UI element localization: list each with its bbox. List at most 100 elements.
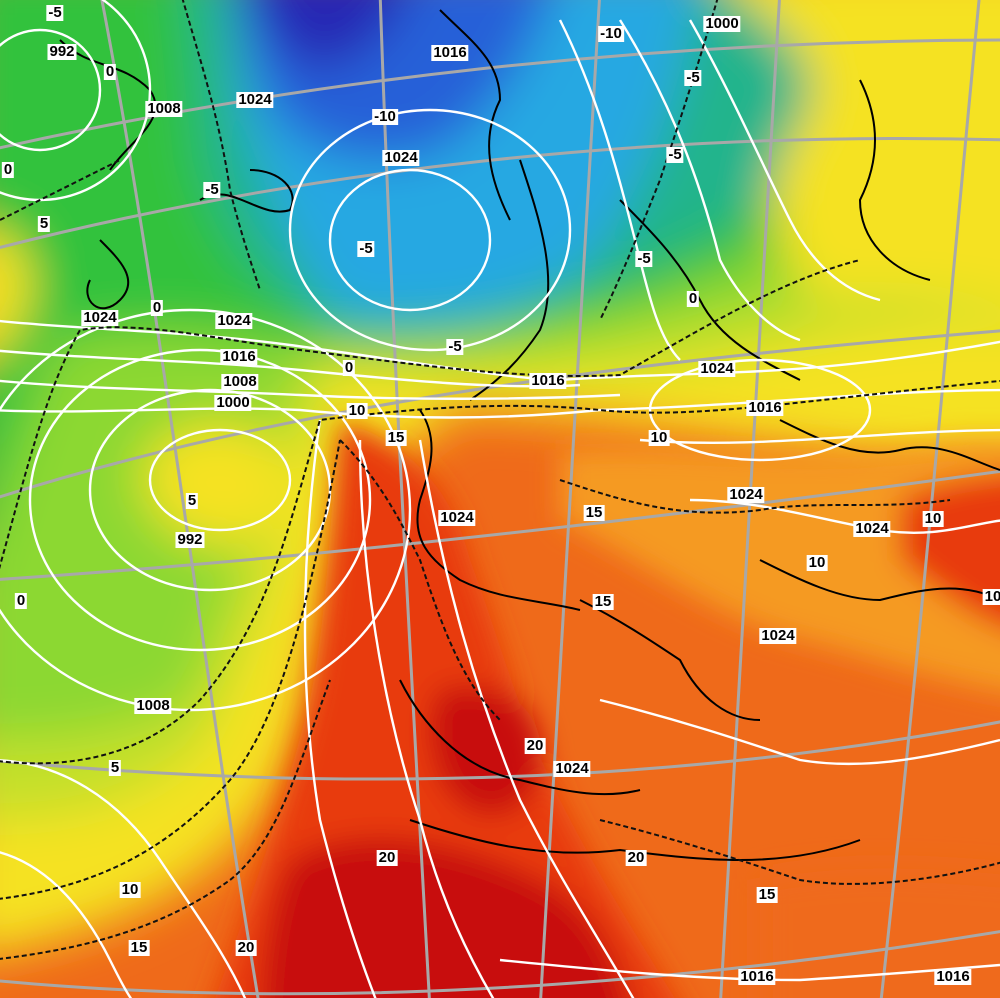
temperature-label: -10 — [372, 108, 398, 125]
isotherm-line — [0, 259, 861, 570]
pressure-label: 1024 — [438, 509, 476, 526]
field-orange-far-east — [760, 868, 1000, 998]
temperature-label: 10 — [982, 589, 1000, 605]
pressure-label: 1024 — [81, 309, 119, 326]
isobar-line — [358, 439, 495, 998]
pressure-label: 1024 — [698, 360, 736, 377]
parallel-line — [0, 930, 1000, 996]
isotherm-line — [0, 439, 341, 900]
field-yellow-low-core — [142, 421, 292, 547]
isobar-line — [0, 759, 247, 998]
isobar-line — [303, 419, 377, 998]
temperature-label: -5 — [684, 69, 702, 86]
pressure-label: 1000 — [703, 15, 741, 32]
isobar-line — [559, 340, 1000, 382]
pressure-label: 1008 — [221, 373, 259, 390]
pressure-label: 1016 — [934, 968, 972, 985]
temperature-label: 15 — [756, 886, 778, 903]
isobar-ring — [648, 358, 872, 462]
field-orange-light-east — [560, 440, 1000, 692]
meridian-line — [879, 0, 981, 998]
temperature-label: 10 — [806, 554, 828, 571]
isotherm-line — [0, 159, 121, 221]
pressure-label: 992 — [47, 43, 77, 60]
parallel-line — [0, 38, 1000, 150]
temperature-label: 20 — [625, 849, 647, 866]
isobar-line — [599, 388, 1000, 412]
pressure-label: 1024 — [853, 520, 891, 537]
field-yellow-russia — [744, 0, 1000, 308]
pressure-label: 1024 — [727, 486, 765, 503]
isobar-line — [0, 851, 133, 998]
isotherm-line — [599, 0, 719, 321]
temperature-label: 15 — [385, 429, 407, 446]
coastline — [409, 819, 861, 861]
temperature-label: 20 — [376, 849, 398, 866]
temperature-label: -5 — [666, 146, 684, 163]
pressure-label: 1016 — [746, 399, 784, 416]
temperature-label: -5 — [46, 4, 64, 21]
temperature-label: 20 — [524, 737, 546, 754]
isotherm-line — [181, 0, 261, 291]
isotherm-line — [599, 819, 1000, 885]
pressure-label: 1016 — [529, 372, 567, 389]
coastline — [439, 9, 511, 221]
temperature-label: 5 — [108, 759, 122, 776]
temperature-label: 15 — [592, 593, 614, 610]
field-yellow-northwest — [0, 232, 33, 350]
pressure-label: 1008 — [145, 100, 183, 117]
isobar-line — [639, 428, 1000, 444]
meridian-line — [100, 0, 260, 998]
pressure-label: 1024 — [215, 312, 253, 329]
coastline — [469, 159, 550, 401]
temperature-label: 10 — [119, 881, 141, 898]
temperature-label: -10 — [598, 25, 624, 42]
coastline — [86, 239, 130, 310]
meridian-line — [719, 0, 781, 998]
isobar-line — [418, 439, 635, 998]
temperature-label: 10 — [922, 510, 944, 527]
temperature-label: 0 — [1, 161, 15, 178]
temperature-label: -5 — [446, 338, 464, 355]
coastline — [759, 559, 1000, 602]
isobar-line — [0, 349, 581, 388]
field-blue-dark — [254, 0, 404, 70]
temperature-label: -5 — [203, 181, 221, 198]
parallel-line — [0, 329, 1000, 499]
isobar-line — [599, 698, 1000, 766]
isotherm-line — [0, 379, 1000, 765]
coastline — [579, 599, 761, 721]
isobar-ring — [288, 108, 572, 352]
isobar-line — [618, 19, 801, 342]
isobar-ring — [148, 428, 292, 532]
temperature-label: 10 — [346, 402, 368, 419]
coastlines — [59, 9, 1000, 861]
coastline — [199, 169, 294, 213]
isotherms — [0, 0, 1000, 960]
isotherm-line — [0, 679, 331, 960]
parallel-line — [0, 137, 1000, 250]
temperature-label: 10 — [648, 429, 670, 446]
temperature-label: -5 — [357, 240, 375, 257]
parallel-line — [0, 469, 1000, 581]
pressure-label: 1024 — [759, 627, 797, 644]
temperature-label: 20 — [235, 939, 257, 956]
temperature-label: 5 — [185, 492, 199, 509]
pressure-label: 1024 — [553, 760, 591, 777]
pressure-label: 1024 — [236, 91, 274, 108]
pressure-label: 1016 — [431, 44, 469, 61]
meridian-line — [378, 0, 431, 998]
pressure-label: 992 — [175, 531, 205, 548]
temperature-label: 5 — [37, 215, 51, 232]
temperature-label: 0 — [14, 592, 28, 609]
temperature-label: 0 — [686, 290, 700, 307]
pressure-label: 1000 — [214, 394, 252, 411]
pressure-label: 1016 — [738, 968, 776, 985]
temperature-label: 0 — [150, 299, 164, 316]
pressure-label: 1016 — [220, 348, 258, 365]
temperature-label: 0 — [103, 63, 117, 80]
